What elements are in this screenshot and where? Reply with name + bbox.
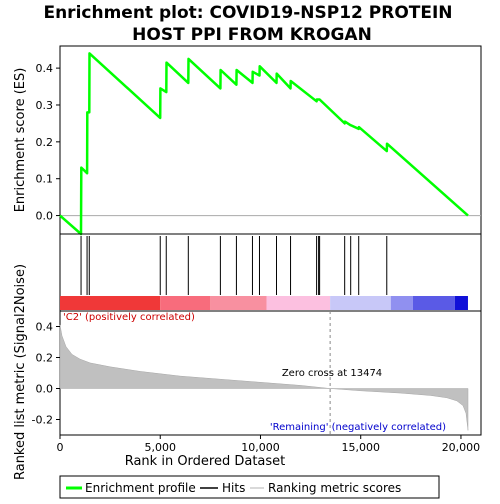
x-tick-label: 15,000	[341, 441, 380, 454]
colorbar-segment	[454, 296, 468, 310]
x-axis-label: Rank in Ordered Dataset	[125, 454, 286, 469]
x-tick-label: 20,000	[442, 441, 481, 454]
chart-title-line2: HOST PPI FROM KROGAN	[132, 25, 372, 45]
enrichment-profile-line	[59, 52, 469, 236]
chart-title-line1: Enrichment plot: COVID19-NSP12 PROTEIN	[43, 3, 452, 23]
colorbar-segment	[330, 296, 391, 310]
legend-enrichment-profile-label: Enrichment profile	[85, 481, 196, 495]
colorbar-segment	[266, 296, 331, 310]
legend-ranking-metric-label: Ranking metric scores	[268, 481, 401, 495]
es-ytick-label: 0.4	[36, 62, 54, 75]
es-ytick-label: 0.3	[36, 99, 54, 112]
x-tick-label: 10,000	[241, 441, 280, 454]
legend-box	[59, 475, 440, 499]
positive-correlation-label: 'C2' (positively correlated)	[63, 312, 195, 323]
metric-ytick-label: 0.0	[36, 383, 54, 396]
colorbar-segment	[390, 296, 413, 310]
metric-ytick-label: 0.2	[36, 352, 54, 365]
colorbar-segment	[160, 296, 211, 310]
metric-ytick-label: 0.4	[36, 321, 54, 334]
ranking-metric-area	[59, 324, 469, 431]
metric-ytick-label: -0.2	[32, 414, 53, 427]
legend-hits-label: Hits	[222, 481, 245, 495]
metric-ylabel: Ranked list metric (Signal2Noise)	[13, 264, 28, 480]
negative-correlation-label: 'Remaining' (negatively correlated)	[270, 422, 446, 433]
colorbar-segment	[60, 296, 161, 310]
es-ytick-label: 0.1	[36, 173, 54, 186]
es-ytick-label: 0.2	[36, 136, 54, 149]
es-ytick-label: 0.0	[36, 210, 54, 223]
zero-cross-label: Zero cross at 13474	[282, 368, 382, 379]
es-ylabel: Enrichment score (ES)	[13, 68, 28, 213]
x-tick-label: 5,000	[144, 441, 176, 454]
colorbar-segment	[210, 296, 267, 310]
x-tick-label: 0	[57, 441, 64, 454]
hits-group	[80, 236, 388, 295]
ranked-list-colorbar	[60, 296, 468, 310]
colorbar-segment	[412, 296, 455, 310]
